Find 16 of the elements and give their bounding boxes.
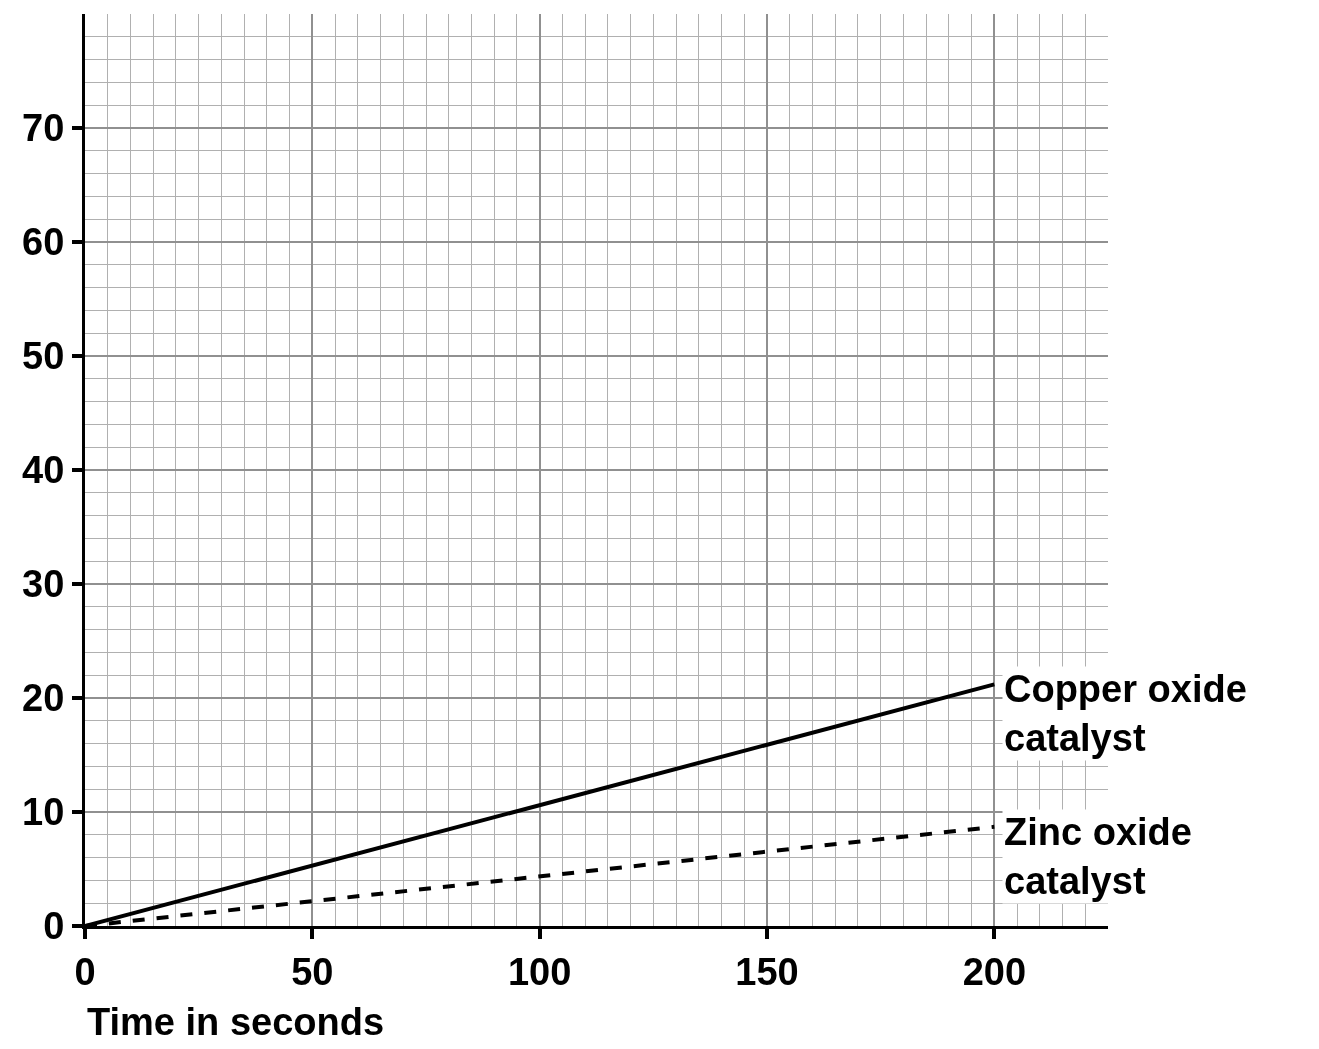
y-tick-label: 40 (22, 449, 65, 492)
series-label: Copper oxide catalyst (1004, 668, 1247, 760)
y-tick-label: 0 (43, 905, 65, 948)
x-tick-label: 100 (507, 950, 572, 993)
y-tick-label: 10 (22, 791, 65, 834)
y-tick-label: 50 (22, 335, 65, 378)
x-axis-title: Time in seconds (87, 1001, 385, 1043)
y-tick-label: 30 (22, 563, 65, 606)
y-tick-label: 70 (22, 107, 65, 150)
x-tick-label: 200 (962, 950, 1027, 993)
x-tick-label: 150 (735, 950, 799, 993)
y-tick-label: 20 (22, 677, 65, 720)
x-tick-label: 50 (291, 950, 334, 993)
series-label: Zinc oxide catalyst (1004, 811, 1192, 903)
x-tick-label: 0 (74, 950, 96, 993)
y-tick-label: 60 (22, 221, 65, 264)
